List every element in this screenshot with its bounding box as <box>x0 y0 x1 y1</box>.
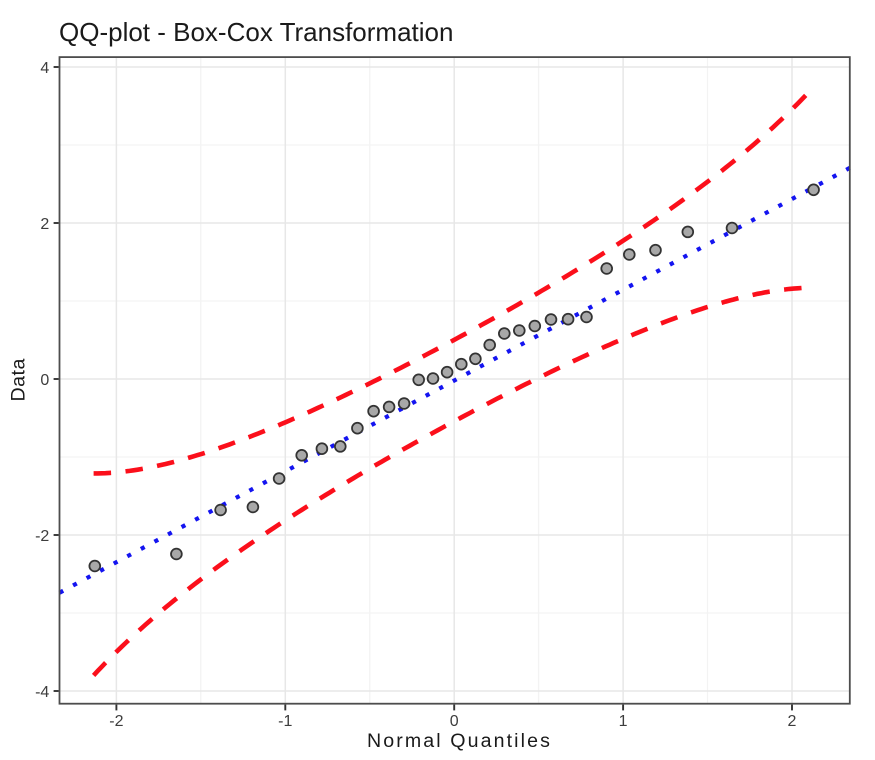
svg-text:-2: -2 <box>35 528 49 545</box>
svg-text:2: 2 <box>40 216 49 233</box>
svg-text:-1: -1 <box>278 713 292 730</box>
svg-text:QQ-plot - Box-Cox Transformati: QQ-plot - Box-Cox Transformation <box>59 17 453 47</box>
svg-text:1: 1 <box>619 713 628 730</box>
svg-text:2: 2 <box>788 713 797 730</box>
svg-text:0: 0 <box>40 372 49 389</box>
svg-text:Normal Quantiles: Normal Quantiles <box>367 730 552 752</box>
svg-text:0: 0 <box>450 713 459 730</box>
svg-text:-4: -4 <box>35 684 49 701</box>
svg-text:4: 4 <box>40 60 49 77</box>
svg-text:Data: Data <box>8 358 30 401</box>
svg-text:-2: -2 <box>109 713 123 730</box>
